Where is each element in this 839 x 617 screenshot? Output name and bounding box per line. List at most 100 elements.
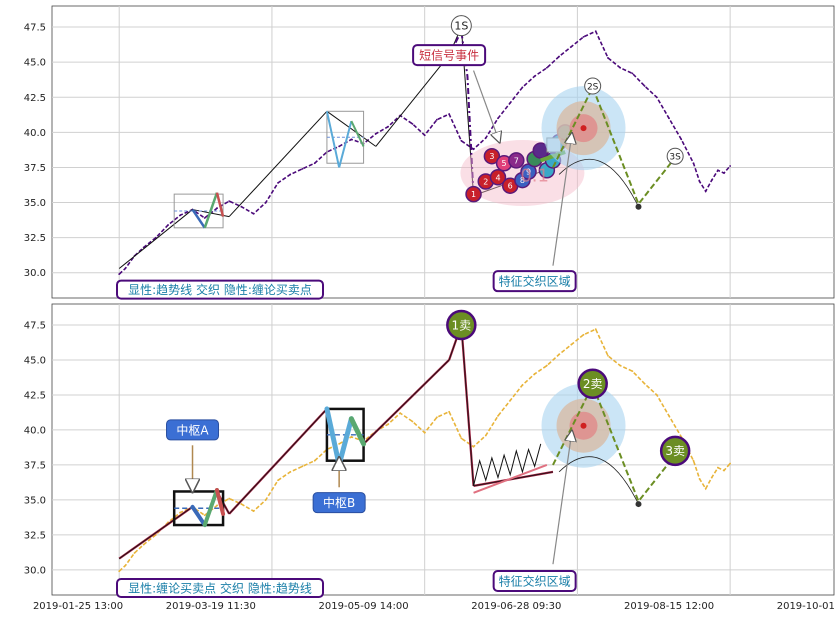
bottom-panel-layer: 1卖 2卖 3卖 中枢A 中枢B 特征交织区域 显性:缠论买卖点 交织 隐性:趋势线 [116, 309, 732, 599]
zigzag-segment [350, 120, 365, 147]
price-point [472, 148, 475, 151]
y-tick-label: 32.5 [24, 233, 46, 244]
price-point [723, 469, 725, 472]
price-point [448, 410, 451, 413]
sell-point-2-badge [577, 368, 608, 399]
y-tick-label: 45.0 [24, 355, 46, 366]
price-point [607, 57, 609, 59]
price-point [228, 200, 231, 203]
zigzag-segment [325, 111, 341, 168]
price-point [594, 30, 597, 33]
legend-bottom-box [116, 578, 325, 599]
y-tick-label: 47.5 [24, 23, 46, 34]
price-point [142, 543, 145, 546]
sell-point-2-text: 2卖 [583, 377, 603, 391]
y-tick-label: 35.0 [24, 198, 46, 209]
cluster-number-label: 7 [514, 156, 519, 165]
price-point [167, 224, 169, 226]
price-point [289, 173, 292, 176]
price-point [203, 514, 206, 517]
annotation-feature-zone-bottom-box [492, 570, 577, 593]
watermark-text: 0.1 [520, 165, 549, 186]
price-point [228, 497, 231, 500]
price-point [301, 465, 304, 468]
price-point [582, 333, 585, 336]
annotation-feature-zone-top-box [492, 270, 577, 293]
point-2s-badge [584, 77, 602, 95]
point-3s-badge [666, 147, 684, 165]
cluster-marker [483, 147, 501, 165]
cluster-number-label: 8 [520, 176, 525, 185]
price-point [411, 123, 414, 125]
price-point [133, 552, 136, 554]
price-point [668, 117, 670, 120]
cluster-marker [508, 152, 525, 169]
price-point [698, 180, 701, 183]
cluster-number-label: 2 [483, 177, 488, 186]
price-point [399, 412, 402, 415]
price-point [717, 169, 719, 172]
y-tick-label: 42.5 [24, 390, 46, 401]
price-point [717, 466, 719, 469]
price-point [179, 511, 182, 514]
price-point [387, 125, 389, 128]
zigzag-segment-bold [214, 488, 226, 516]
zigzag-segment-bold [348, 416, 367, 447]
forecast-low-point [635, 203, 642, 210]
price-point [655, 394, 658, 396]
price-point [350, 138, 353, 141]
price-point [484, 434, 487, 437]
price-point [277, 479, 279, 482]
top-target-center [580, 125, 587, 132]
price-point [729, 165, 732, 167]
price-point [252, 510, 255, 512]
pivot-label-a-box [166, 419, 220, 441]
price-point [619, 66, 622, 69]
price-point [723, 172, 725, 174]
zigzag-segment-bold [190, 504, 207, 528]
arrow-to-zone-bottom [552, 436, 571, 565]
trend-line [118, 209, 193, 269]
price-point [497, 415, 499, 417]
price-point [264, 201, 267, 204]
price-point [411, 420, 414, 423]
price-point [570, 45, 573, 48]
y-tick-label: 40.0 [24, 128, 46, 139]
stroke-segment-black [363, 359, 450, 445]
price-point [374, 132, 377, 135]
price-point [264, 498, 267, 501]
x-tick-label: 2019-03-19 11:30 [166, 601, 256, 612]
forecast-arc [558, 456, 639, 505]
price-point [338, 145, 341, 148]
zigzag-segment [191, 208, 206, 229]
annotation-short-signal-box [412, 44, 487, 67]
sell-point-1-text: 1卖 [452, 318, 472, 332]
y-tick-label: 30.0 [24, 268, 46, 279]
price-point [631, 370, 634, 373]
price-point [643, 382, 646, 385]
price-point [350, 436, 353, 438]
annotation-feature-zone-top-text: 特征交织区域 [499, 274, 571, 289]
zigzag-segment [338, 120, 353, 168]
price-point [460, 139, 463, 142]
price-point [435, 416, 438, 419]
price-point [710, 476, 713, 479]
legend-top-text: 显性:趋势线 交织 隐性:缠论买卖点 [128, 282, 312, 297]
price-point [594, 328, 597, 331]
price-point [692, 162, 695, 165]
price-point [301, 167, 304, 170]
sell-point-3-text: 3卖 [665, 444, 685, 458]
sell-point-3-badge [659, 435, 691, 467]
price-point [423, 134, 426, 137]
y-tick-label: 47.5 [24, 320, 46, 331]
price-point [619, 364, 622, 367]
price-point [216, 207, 218, 210]
cluster-marker [465, 185, 482, 203]
price-point [692, 459, 695, 462]
pivot-label-b-text: 中枢B [323, 495, 355, 510]
forecast-low-point [635, 501, 642, 508]
price-point [698, 477, 701, 480]
price-point [655, 96, 658, 99]
x-tick-label: 2019-08-15 12:00 [624, 601, 714, 612]
zigzag-segment [215, 192, 225, 217]
